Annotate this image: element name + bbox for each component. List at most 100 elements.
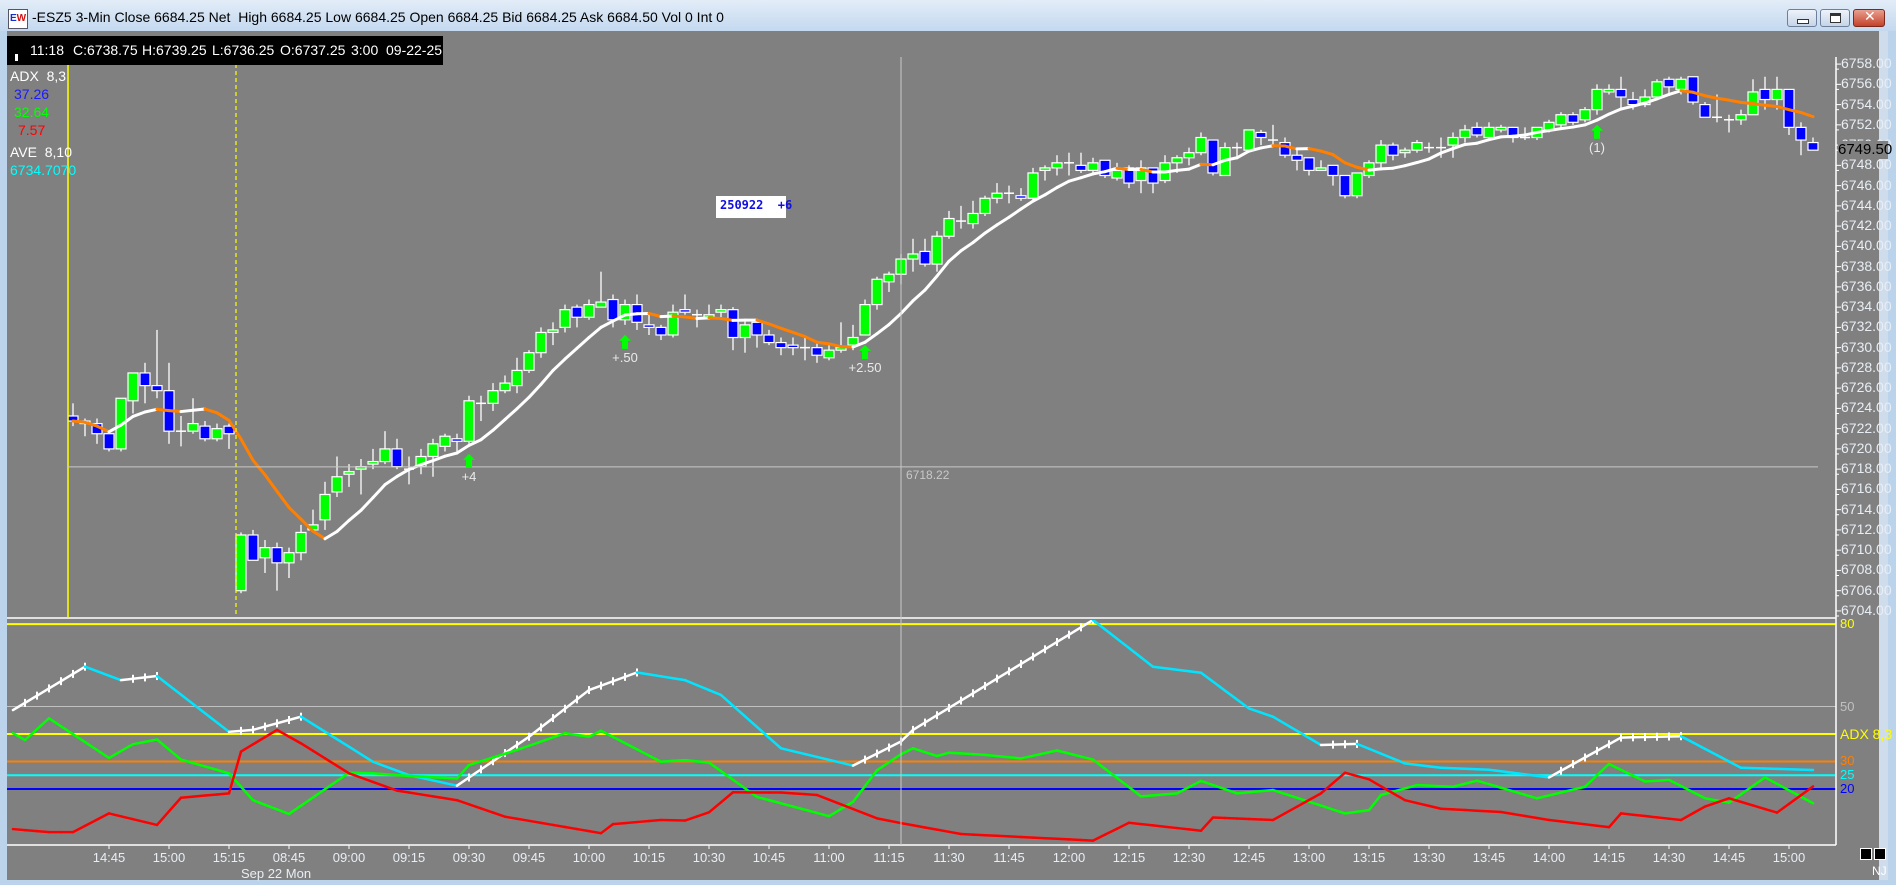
- minus_di-line-segment: [791, 792, 807, 796]
- moving-average-segment: [659, 314, 675, 319]
- moving-average-segment: [887, 311, 903, 327]
- minus_di-line-segment: [335, 764, 351, 775]
- candle-up: [511, 369, 523, 387]
- time-tick-label: 13:00: [1292, 850, 1326, 865]
- moving-average-segment: [1379, 166, 1395, 171]
- minus_di-line-segment: [695, 811, 711, 818]
- minus_di-line-segment: [1043, 836, 1059, 841]
- plus_di-line-segment: [1643, 779, 1659, 783]
- minus_di-line-segment: [1163, 825, 1179, 830]
- plus_di-line-segment: [635, 748, 651, 757]
- plus_di-line-segment: [1019, 754, 1035, 760]
- moving-average-segment: [1583, 118, 1599, 127]
- cursor-open: O:6737.25: [280, 42, 346, 58]
- candle-up: [379, 448, 391, 463]
- minus_di-line-segment: [431, 795, 447, 800]
- restore-button[interactable]: [1820, 9, 1850, 27]
- price-tick-label: 6734.00: [1841, 298, 1892, 315]
- adx-line-segment: [311, 722, 327, 733]
- price-tick-label: 6712.00: [1841, 520, 1892, 537]
- up-arrow-icon: [1591, 124, 1603, 139]
- annotation-label: +2.50: [848, 359, 882, 375]
- candle-up: [583, 303, 595, 318]
- candle-up: [991, 192, 1003, 199]
- moving-average-segment: [683, 315, 699, 321]
- price-tick-label: 6746.00: [1841, 176, 1892, 193]
- plus_di-line-segment: [1583, 774, 1599, 789]
- price-tick-label: 6744.00: [1841, 196, 1892, 213]
- moving-average-segment: [515, 395, 531, 411]
- adx-line-segment: [803, 752, 819, 759]
- adx-line-segment: [1247, 707, 1263, 714]
- minus_di-line-segment: [215, 792, 231, 796]
- adx-line-segment: [287, 715, 303, 722]
- minus_di-line-segment: [1271, 812, 1287, 822]
- plus_di-line-segment: [1199, 779, 1215, 787]
- adx-line-segment: [419, 776, 435, 782]
- moving-average-segment: [1499, 134, 1515, 139]
- moving-average-segment: [1451, 142, 1467, 151]
- moving-average-segment: [1067, 176, 1083, 183]
- candle-up: [1411, 141, 1423, 151]
- minus_di-line-segment: [239, 743, 255, 753]
- moving-average-segment: [467, 438, 483, 447]
- moving-average-segment: [767, 322, 783, 330]
- plus_di-line-segment: [947, 751, 963, 755]
- moving-average-segment: [1511, 133, 1527, 138]
- plus_di-line-segment: [983, 753, 999, 758]
- moving-average-segment: [323, 529, 339, 541]
- plus_di-line-segment: [107, 749, 123, 760]
- time-tick-label: 14:15: [1592, 850, 1626, 865]
- adx-line-segment: [1259, 711, 1275, 718]
- candle-down: [1291, 154, 1303, 161]
- minus_di-line-segment: [311, 749, 327, 760]
- adx-line-segment: [1055, 633, 1071, 644]
- price-tick-label: 6726.00: [1841, 379, 1892, 396]
- plus_di-line-segment: [1307, 800, 1323, 807]
- trade-summary-box[interactable]: 250922 +6: [716, 196, 792, 218]
- minus_di-line-segment: [491, 811, 507, 818]
- plus_di-line-segment: [1271, 788, 1287, 796]
- plus_di-line-segment: [47, 717, 63, 728]
- plus_di-line-segment: [1187, 779, 1203, 789]
- plus_di-line-segment: [827, 807, 843, 818]
- moving-average-segment: [791, 330, 807, 339]
- moving-average-segment: [1619, 104, 1635, 111]
- minus_di-line-segment: [1775, 802, 1791, 814]
- adx-line-segment: [215, 721, 231, 734]
- price-tick-label: 6718.00: [1841, 460, 1892, 477]
- price-tick-label: 6758.00: [1841, 55, 1892, 72]
- minimize-button[interactable]: [1787, 9, 1817, 27]
- moving-average-segment: [1439, 147, 1455, 155]
- moving-average-segment: [815, 340, 831, 346]
- moving-average-segment: [1799, 111, 1815, 119]
- plus_di-line-segment: [683, 758, 699, 763]
- panel-toggle-square-2[interactable]: [1874, 848, 1886, 860]
- minus_di-line-segment: [275, 728, 291, 738]
- candle-up: [331, 476, 343, 493]
- panel-toggle-square-1[interactable]: [1860, 848, 1872, 860]
- window-edge-scrollbar[interactable]: [1879, 31, 1888, 880]
- moving-average-segment: [1775, 104, 1791, 112]
- plus_di-line-segment: [647, 754, 663, 764]
- moving-average-segment: [911, 288, 927, 303]
- candle-up: [1243, 129, 1255, 151]
- candle-up: [1555, 114, 1567, 126]
- chart-area[interactable]: [7, 31, 1879, 880]
- moving-average-segment: [983, 223, 999, 235]
- plus_di-line-segment: [1607, 762, 1623, 772]
- minus_di-line-segment: [827, 798, 843, 806]
- adx-line-segment: [1691, 741, 1707, 751]
- adx-line-segment: [911, 721, 927, 732]
- time-tick-label: 10:00: [572, 850, 606, 865]
- close-button[interactable]: ✕: [1853, 9, 1885, 27]
- candle-down: [811, 347, 823, 356]
- minus_di-line-segment: [1199, 816, 1215, 832]
- candle-up: [1495, 126, 1507, 131]
- time-tick-label: 14:30: [1652, 850, 1686, 865]
- moving-average-segment: [347, 508, 363, 522]
- legend-adx-value: 37.26: [14, 86, 50, 102]
- adx-line-segment: [527, 726, 543, 739]
- plus_di-line-segment: [263, 803, 279, 811]
- moving-average-segment: [83, 420, 99, 428]
